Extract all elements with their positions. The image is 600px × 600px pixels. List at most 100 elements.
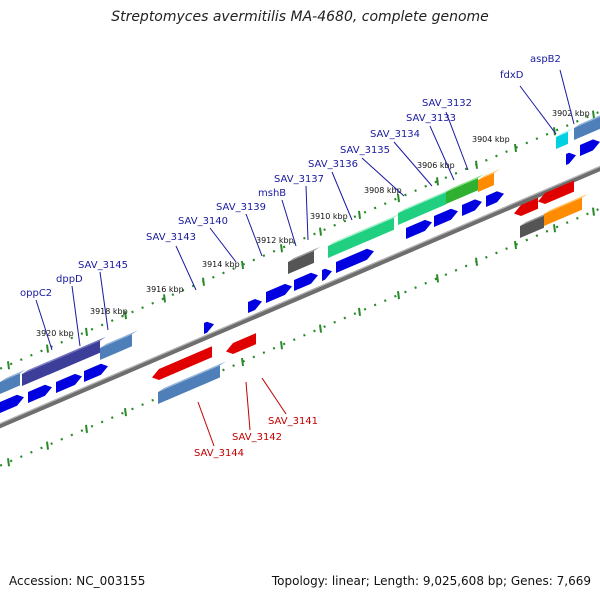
kbp-label: 3916 kbp [146, 285, 184, 294]
gene-leader-line [519, 85, 557, 135]
gene-label-forward[interactable]: SAV_3134 [370, 129, 420, 140]
major-tick [358, 307, 361, 316]
gene-leader-line [361, 157, 405, 197]
major-tick [436, 177, 439, 186]
gene-block[interactable] [100, 330, 138, 360]
major-tick [46, 344, 49, 353]
gene-label-forward[interactable]: aspB2 [530, 54, 561, 65]
gene-leader-line [305, 185, 309, 241]
gene-block[interactable] [520, 211, 550, 238]
gene-label-forward[interactable]: dppD [56, 274, 83, 285]
gene-leader-line [281, 199, 297, 247]
gene-leader-line [175, 245, 197, 291]
gene-label-forward[interactable]: fdxD [500, 70, 524, 81]
genome-stats: Topology: linear; Length: 9,025,608 bp; … [271, 574, 591, 588]
gene-label-reverse[interactable]: SAV_3142 [232, 432, 282, 443]
kbp-ruler-upper [0, 110, 600, 370]
major-tick [475, 257, 478, 266]
kbp-label: 3918 kbp [90, 307, 128, 316]
cds-reverse-arrow[interactable] [226, 333, 256, 354]
gene-label-forward[interactable]: SAV_3133 [406, 113, 456, 124]
cds-forward-arrow[interactable] [56, 373, 82, 393]
kbp-label: 3912 kbp [256, 236, 294, 245]
kbp-label: 3908 kbp [364, 186, 402, 195]
gene-label-forward[interactable]: oppC2 [20, 288, 52, 299]
major-tick [124, 311, 127, 320]
gene-label-forward[interactable]: SAV_3139 [216, 202, 266, 213]
kbp-ruler-lower [0, 207, 600, 467]
gene-leader-line [209, 227, 237, 263]
gene-label-forward[interactable]: SAV_3143 [146, 232, 196, 243]
cds-forward-arrow[interactable] [434, 208, 458, 227]
gene-block[interactable] [0, 369, 26, 394]
major-tick [397, 291, 400, 300]
kbp-label: 3914 kbp [202, 260, 240, 269]
major-tick [397, 194, 400, 203]
gene-label-reverse[interactable]: SAV_3144 [194, 448, 244, 459]
kbp-label: 3920 kbp [36, 329, 74, 338]
gene-leader-line [245, 381, 251, 431]
gene-leader-line [393, 141, 433, 187]
major-tick [124, 408, 127, 417]
gene-block[interactable] [158, 361, 226, 404]
cds-forward-arrow[interactable] [336, 248, 374, 273]
major-tick [553, 224, 556, 233]
cds-forward-arrow[interactable] [580, 139, 600, 156]
cds-forward-arrow[interactable] [462, 199, 482, 216]
cds-forward-arrow[interactable] [84, 363, 108, 382]
accession-label: Accession: NC_003155 [9, 574, 146, 588]
gene-block[interactable] [556, 127, 574, 149]
major-tick [514, 240, 517, 250]
cds-forward-arrow[interactable] [266, 283, 292, 303]
cds-forward-arrow[interactable] [28, 384, 52, 403]
gene-label-forward[interactable]: SAV_3136 [308, 159, 358, 170]
cds-forward-arrow[interactable] [248, 299, 262, 313]
major-tick [202, 277, 205, 286]
cds-forward-arrow[interactable] [294, 272, 318, 291]
major-tick [241, 260, 244, 270]
gene-block[interactable] [288, 246, 320, 274]
gene-leader-line [445, 111, 469, 171]
cds-forward-arrow[interactable] [486, 191, 504, 207]
major-tick [85, 424, 88, 433]
gene-block[interactable] [22, 358, 54, 386]
gene-label-forward[interactable]: SAV_3145 [78, 260, 128, 271]
gene-block[interactable] [328, 213, 400, 258]
gene-block[interactable] [574, 113, 600, 140]
major-tick [358, 210, 361, 219]
gene-block[interactable] [398, 188, 452, 225]
major-tick [46, 441, 49, 450]
cds-forward-arrow[interactable] [566, 152, 576, 165]
gene-label-forward[interactable]: SAV_3140 [178, 216, 228, 227]
gene-label-forward[interactable]: mshB [258, 188, 286, 199]
cds-forward-arrow[interactable] [406, 219, 432, 239]
gene-label-reverse[interactable]: SAV_3141 [268, 416, 318, 427]
major-tick [436, 274, 439, 283]
gene-label-forward[interactable]: SAV_3135 [340, 145, 390, 156]
cds-forward-arrow[interactable] [322, 268, 332, 281]
gene-block[interactable] [48, 336, 106, 375]
cds-reverse-arrow[interactable] [514, 197, 538, 216]
gene-leader-line [429, 125, 455, 181]
major-tick [7, 458, 10, 467]
gene-leader-line [331, 171, 353, 221]
map-title: Streptomyces avermitilis MA-4680, comple… [111, 9, 489, 25]
gene-label-forward[interactable]: SAV_3137 [274, 174, 324, 185]
cds-reverse-arrow[interactable] [152, 346, 212, 380]
kbp-label: 3906 kbp [417, 161, 455, 170]
kbp-label: 3904 kbp [472, 135, 510, 144]
gene-label-forward[interactable]: SAV_3132 [422, 98, 472, 109]
major-tick [7, 361, 10, 370]
cds-forward-arrow[interactable] [0, 394, 24, 413]
gene-block[interactable] [478, 169, 500, 192]
cds-forward-arrow[interactable] [204, 321, 214, 334]
gene-leader-line [71, 285, 81, 347]
gene-block[interactable] [446, 174, 484, 204]
kbp-label: 3910 kbp [310, 212, 348, 221]
cds-reverse-arrow[interactable] [538, 180, 574, 204]
gene-features [0, 113, 600, 413]
gene-leader-line [261, 377, 287, 415]
gene-block[interactable] [544, 193, 588, 226]
genome-backbone [0, 165, 600, 429]
